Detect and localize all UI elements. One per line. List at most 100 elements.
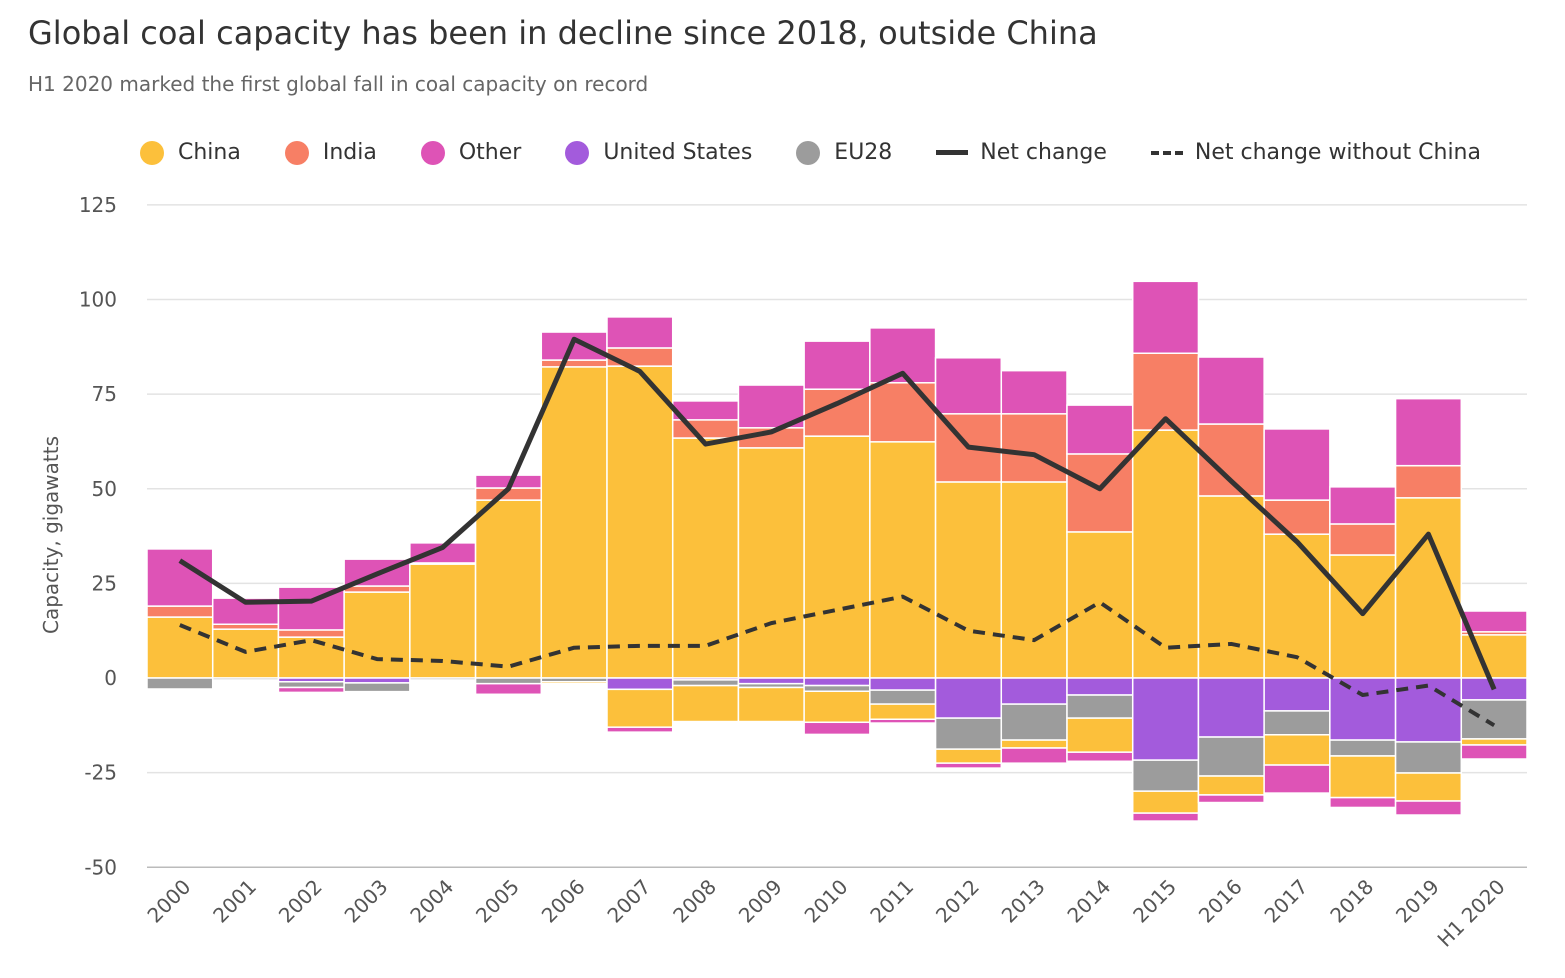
bar-other: [934, 357, 1003, 415]
x-tick-label: 2014: [1062, 875, 1115, 928]
bar-china: [606, 688, 674, 728]
line-net-change-without-china: [179, 594, 1496, 728]
bar-eu28: [1460, 699, 1528, 740]
legend-label: United States: [603, 140, 753, 165]
line-net-change: [178, 336, 1497, 691]
bar-india: [1263, 499, 1331, 535]
bar-eu28: [211, 677, 280, 681]
bar-other: [1197, 356, 1265, 425]
x-tick-label: 2007: [602, 875, 655, 928]
bar-united-states: [803, 677, 871, 687]
bar-india: [1329, 523, 1397, 556]
x-tick-label: 2018: [1325, 875, 1378, 928]
x-tick-label: 2013: [997, 875, 1050, 928]
bar-china: [934, 481, 1003, 679]
bar-eu28: [146, 677, 214, 690]
bar-eu28: [343, 682, 411, 693]
y-tick-label: 0: [104, 666, 117, 690]
bar-united-states: [1131, 677, 1200, 761]
bar-united-states: [1329, 677, 1397, 741]
x-tick-label: 2006: [537, 875, 590, 928]
bar-united-states: [934, 677, 1003, 719]
bar-other: [803, 340, 871, 390]
legend-label: China: [178, 140, 241, 165]
bar-china: [803, 690, 871, 724]
x-tick-label: 2012: [931, 875, 984, 928]
bar-china: [540, 366, 608, 679]
bar-china: [671, 684, 740, 723]
bar-other: [934, 762, 1003, 769]
legend-swatch: [420, 140, 445, 165]
bar-china: [1131, 429, 1200, 679]
bar-united-states: [869, 677, 937, 691]
legend-swatch: [936, 150, 969, 155]
bar-india: [540, 359, 608, 368]
legend-swatch: [1150, 150, 1183, 155]
bar-eu28: [1197, 736, 1265, 777]
bar-china: [1000, 481, 1068, 679]
bar-china: [1394, 772, 1463, 802]
x-tick-label: H1 2020: [1433, 875, 1510, 952]
bar-china: [1000, 739, 1068, 749]
bar-india: [1394, 464, 1463, 499]
bar-other: [869, 327, 937, 384]
legend-item[interactable]: United States: [565, 140, 752, 165]
bar-other: [803, 721, 871, 736]
bar-other: [146, 548, 214, 607]
y-tick-label: 50: [92, 477, 117, 501]
bar-eu28: [1066, 694, 1134, 719]
bar-china: [869, 441, 937, 679]
x-tick-label: 2019: [1391, 875, 1444, 928]
y-tick-label: -50: [84, 855, 117, 879]
bar-china: [671, 437, 740, 679]
y-tick-label: 125: [79, 193, 117, 217]
bar-china: [1329, 755, 1397, 799]
x-tick-label: 2003: [340, 875, 393, 928]
x-tick-label: 2002: [274, 875, 327, 928]
bar-china: [869, 703, 937, 721]
bar-other: [1394, 397, 1463, 467]
bar-eu28: [1263, 710, 1331, 736]
y-tick-label: 75: [92, 382, 117, 406]
y-axis-label: Capacity, gigawatts: [39, 436, 63, 634]
x-tick-label: 2005: [471, 875, 524, 928]
legend-item[interactable]: Net change: [936, 140, 1107, 165]
bar-eu28: [934, 717, 1003, 750]
bar-eu28: [409, 677, 477, 681]
bar-china: [1066, 531, 1134, 679]
bar-united-states: [1066, 677, 1134, 696]
bar-other: [606, 726, 674, 733]
bar-china: [934, 748, 1003, 764]
bar-eu28: [1329, 739, 1397, 757]
x-tick-label: 2004: [405, 875, 458, 928]
bar-india: [869, 382, 937, 443]
x-tick-label: 2008: [668, 875, 721, 928]
legend-label: Other: [458, 140, 522, 165]
bar-eu28: [671, 679, 740, 687]
legend-item[interactable]: EU28: [796, 140, 892, 165]
bar-china: [737, 447, 805, 679]
legend-item[interactable]: Net change without China: [1150, 140, 1481, 165]
legend-label: EU28: [834, 140, 893, 165]
bar-india: [1000, 413, 1068, 483]
legend-item[interactable]: Other: [420, 140, 522, 165]
bar-united-states: [1000, 677, 1068, 705]
bar-eu28: [869, 689, 937, 705]
bar-china: [540, 681, 608, 685]
bar-united-states: [1197, 677, 1265, 738]
x-tick-label: 2001: [208, 875, 261, 928]
bar-china: [277, 636, 345, 679]
bar-other: [1329, 796, 1397, 809]
bar-china: [737, 686, 805, 723]
bar-other: [1460, 610, 1528, 633]
y-tick-label: 25: [92, 571, 117, 595]
bar-eu28: [277, 681, 345, 689]
legend-item[interactable]: India: [284, 140, 377, 165]
y-tick-label: -25: [84, 761, 117, 785]
bar-india: [606, 347, 674, 367]
bar-china: [1329, 554, 1397, 679]
bar-china: [1197, 775, 1265, 796]
legend-item[interactable]: China: [140, 140, 241, 165]
